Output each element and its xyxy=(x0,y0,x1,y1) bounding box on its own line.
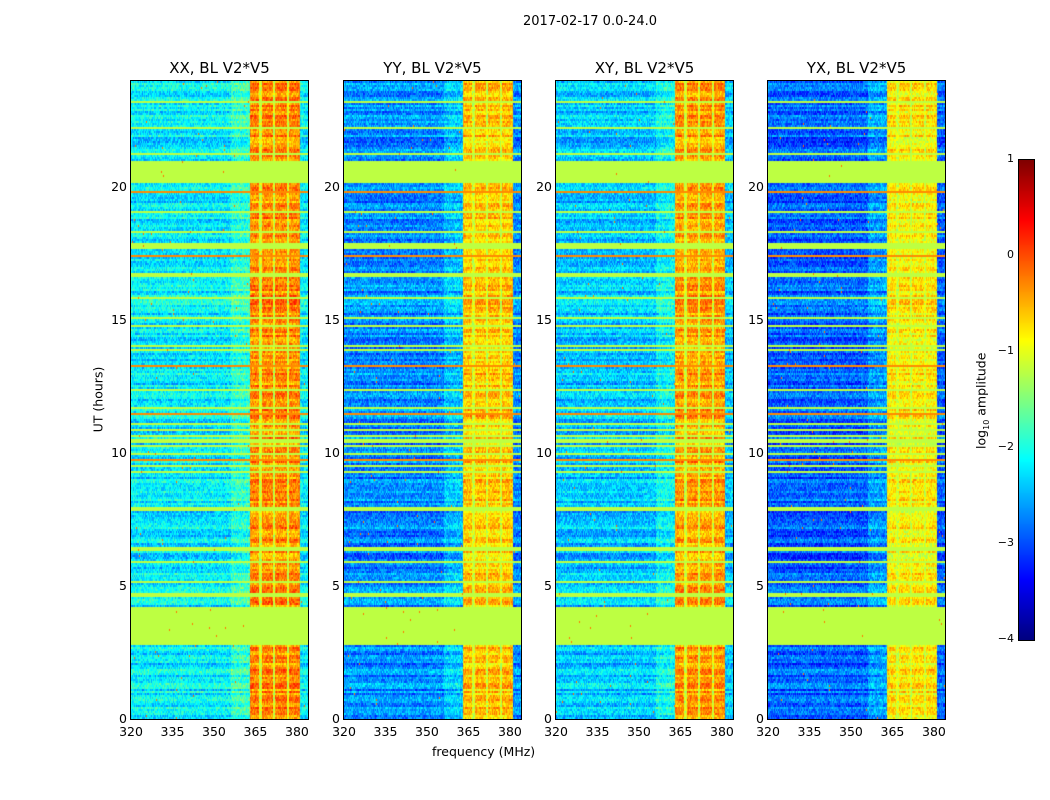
x-tick-label: 380 xyxy=(922,724,946,739)
heatmap-image xyxy=(344,81,521,719)
y-tick-label: 0 xyxy=(119,711,127,726)
x-tick-label: 365 xyxy=(880,724,905,739)
y-tick-label: 5 xyxy=(119,578,127,594)
y-tick-label: 15 xyxy=(748,312,764,328)
y-tick-label: 10 xyxy=(748,445,764,461)
y-tick-label: 0 xyxy=(332,711,340,726)
colorbar-tick-label: −3 xyxy=(997,536,1014,549)
x-tick-label: 320 xyxy=(544,724,568,739)
colorbar-tick-label: −2 xyxy=(997,440,1014,453)
x-tick-label: 380 xyxy=(710,724,734,739)
colorbar-tick-label: 0 xyxy=(1007,248,1014,261)
x-tick-label: 365 xyxy=(456,724,481,739)
y-tick-label: 15 xyxy=(111,312,127,328)
x-tick-label: 350 xyxy=(627,724,651,739)
colorbar-tick-label: −1 xyxy=(997,344,1014,357)
y-tick-label: 10 xyxy=(324,445,340,461)
heatmap-panel-1 xyxy=(130,80,309,720)
colorbar-tick-label: 1 xyxy=(1007,152,1014,165)
y-tick-label: 15 xyxy=(324,312,340,328)
x-tick-label: 350 xyxy=(415,724,439,739)
x-tick-label: 365 xyxy=(668,724,693,739)
x-tick-label: 380 xyxy=(498,724,522,739)
x-tick-label: 335 xyxy=(373,724,398,739)
colorbar-label-log: log xyxy=(973,429,989,449)
heatmap-image xyxy=(131,81,308,719)
panel-title: XX, BL V2*V5 xyxy=(169,59,270,77)
figure-title: 2017-02-17 0.0-24.0 xyxy=(523,14,657,29)
heatmap-panel-3 xyxy=(555,80,734,720)
x-tick-label: 320 xyxy=(119,724,143,739)
x-tick-label: 350 xyxy=(202,724,226,739)
y-tick-label: 5 xyxy=(756,578,764,594)
x-tick-label: 320 xyxy=(756,724,780,739)
panel-title: XY, BL V2*V5 xyxy=(594,59,695,77)
x-tick-label: 380 xyxy=(285,724,309,739)
colorbar-label-sub: 10 xyxy=(981,419,991,430)
y-tick-label: 10 xyxy=(536,445,552,461)
colorbar-gradient xyxy=(1019,160,1034,640)
colorbar-label: log10 amplitude xyxy=(973,339,991,463)
y-tick-label: 20 xyxy=(111,179,127,195)
x-tick-label: 335 xyxy=(585,724,610,739)
panel-title: YX, BL V2*V5 xyxy=(806,59,907,77)
colorbar-tick-label: −4 xyxy=(997,632,1014,645)
x-tick-label: 320 xyxy=(332,724,356,739)
y-tick-label: 20 xyxy=(324,179,340,195)
x-tick-label: 365 xyxy=(243,724,268,739)
y-tick-label: 20 xyxy=(536,179,552,195)
y-tick-label: 0 xyxy=(544,711,552,726)
y-tick-label: 10 xyxy=(111,445,127,461)
x-axis-label: frequency (MHz) xyxy=(432,744,536,759)
y-tick-label: 5 xyxy=(332,578,340,594)
x-tick-label: 335 xyxy=(160,724,185,739)
colorbar xyxy=(1018,159,1035,641)
heatmap-image xyxy=(768,81,945,719)
y-tick-label: 5 xyxy=(544,578,552,594)
y-axis-label: UT (hours) xyxy=(90,366,106,433)
x-tick-label: 350 xyxy=(839,724,863,739)
y-tick-label: 20 xyxy=(748,179,764,195)
y-tick-label: 0 xyxy=(756,711,764,726)
heatmap-panel-2 xyxy=(343,80,522,720)
heatmap-panel-4 xyxy=(767,80,946,720)
colorbar-label-suffix: amplitude xyxy=(973,352,989,420)
y-tick-label: 15 xyxy=(536,312,552,328)
x-tick-label: 335 xyxy=(797,724,822,739)
heatmap-image xyxy=(556,81,733,719)
panel-title: YY, BL V2*V5 xyxy=(383,59,482,77)
